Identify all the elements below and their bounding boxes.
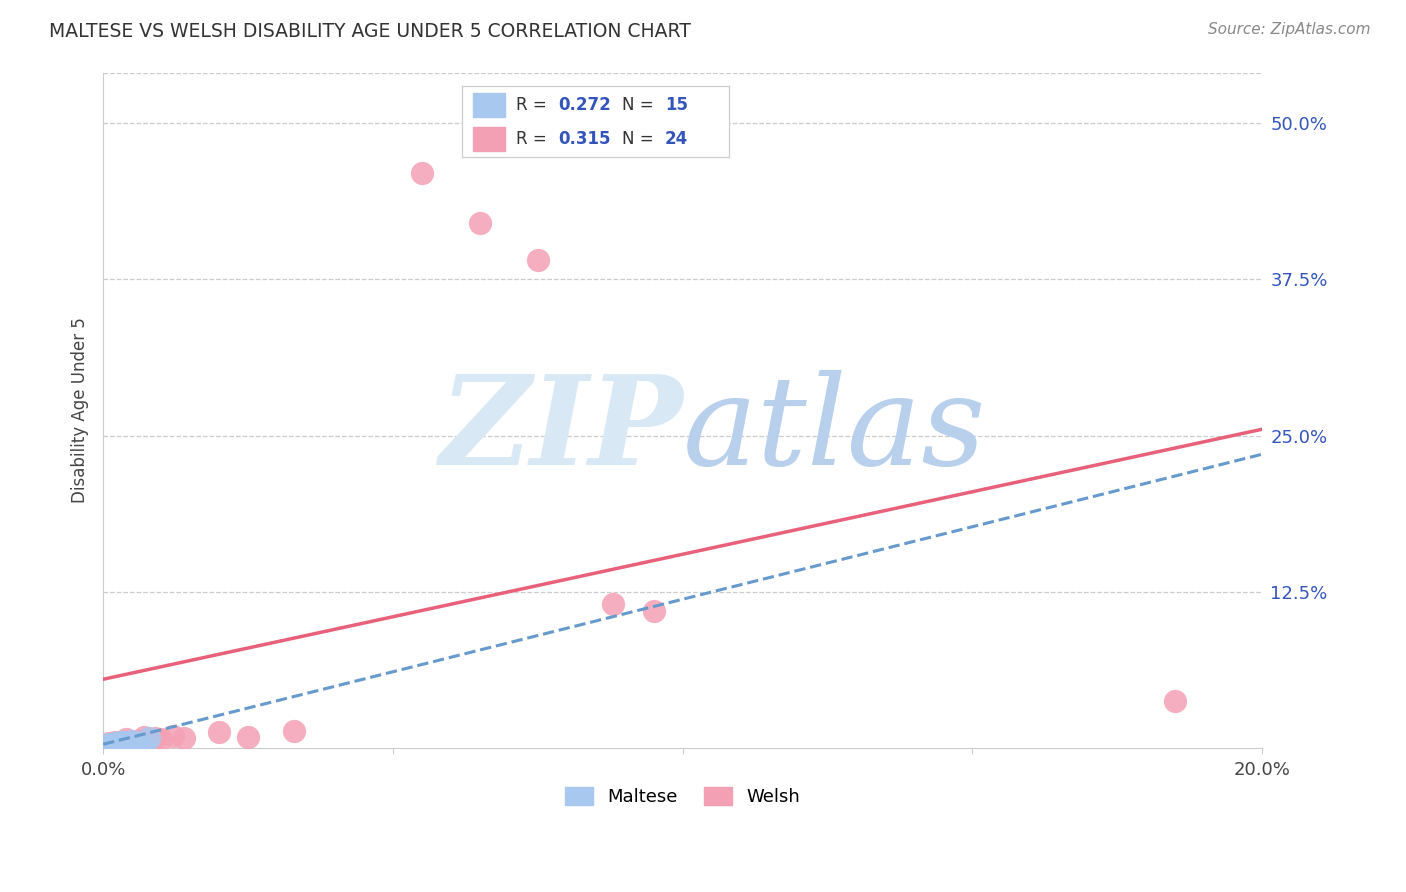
Point (173, 731, 195, 745)
Point (110, 735, 132, 749)
Point (104, 739, 127, 753)
Point (643, 603, 665, 617)
Point (138, 731, 160, 745)
Point (104, 735, 127, 749)
Point (104, 739, 127, 754)
Point (115, 735, 138, 749)
Point (110, 737, 132, 751)
Point (208, 724, 231, 739)
Point (104, 739, 127, 754)
Point (162, 729, 184, 743)
Text: ZIP: ZIP (439, 370, 682, 491)
Point (121, 737, 143, 751)
Point (150, 732, 173, 747)
Point (121, 736, 143, 750)
Point (132, 739, 155, 753)
Point (115, 739, 138, 753)
Y-axis label: Disability Age Under 5: Disability Age Under 5 (72, 318, 89, 503)
Point (468, 216, 491, 230)
Point (602, 597, 624, 611)
Point (97, 737, 120, 751)
Point (1164, 693, 1187, 707)
Point (97, 739, 120, 753)
Point (97, 736, 120, 750)
Point (526, 253, 548, 268)
Point (411, 166, 433, 180)
Point (132, 730, 155, 744)
Point (104, 736, 127, 750)
Point (236, 730, 259, 744)
Point (143, 731, 166, 745)
Point (110, 737, 132, 751)
Point (115, 732, 138, 747)
Text: Source: ZipAtlas.com: Source: ZipAtlas.com (1208, 22, 1371, 37)
Point (283, 723, 305, 738)
Point (127, 736, 149, 750)
Point (127, 733, 149, 747)
Text: atlas: atlas (682, 370, 986, 491)
Point (115, 739, 138, 753)
Text: MALTESE VS WELSH DISABILITY AGE UNDER 5 CORRELATION CHART: MALTESE VS WELSH DISABILITY AGE UNDER 5 … (49, 22, 692, 41)
Point (138, 735, 160, 749)
Point (97, 739, 120, 754)
Point (97, 739, 120, 753)
Point (121, 733, 143, 747)
Legend: Maltese, Welsh: Maltese, Welsh (558, 780, 807, 814)
